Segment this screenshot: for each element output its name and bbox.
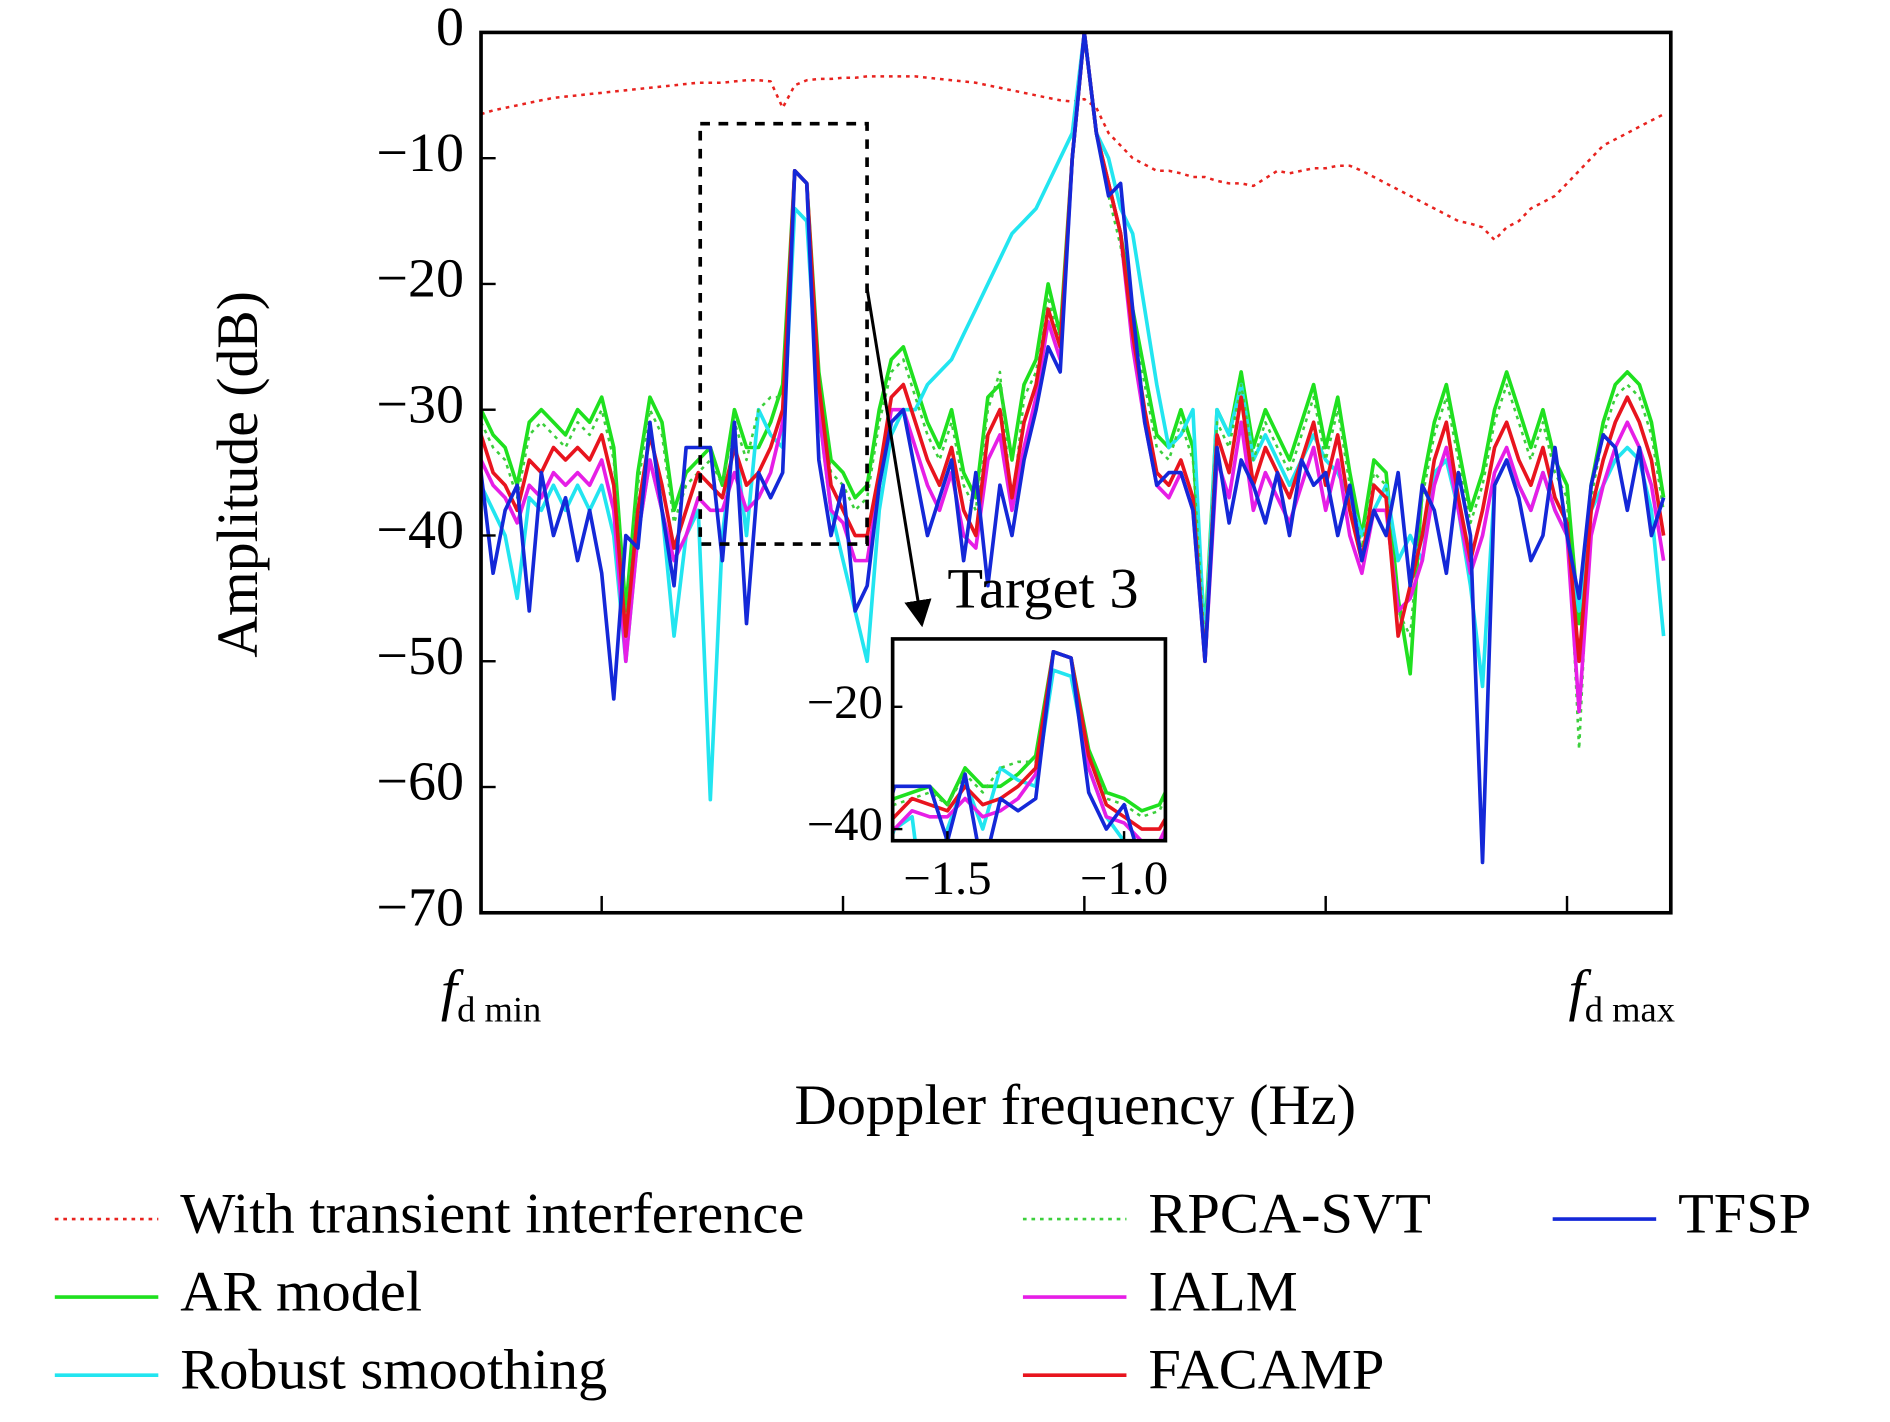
legend-label: RPCA-SVT bbox=[1148, 1181, 1431, 1246]
legend-label: IALM bbox=[1148, 1259, 1297, 1324]
series-line bbox=[892, 668, 1126, 841]
x-end-sub: d max bbox=[1585, 990, 1675, 1030]
plot-area bbox=[481, 32, 1666, 865]
x-end-label: fd max bbox=[1569, 958, 1676, 1029]
y-tick-label: −30 bbox=[376, 374, 464, 436]
series-line bbox=[892, 649, 1166, 841]
inset-y-tick-label: −40 bbox=[807, 798, 883, 851]
y-tick-label: −50 bbox=[376, 625, 464, 687]
plot-frame bbox=[479, 30, 1673, 915]
inset-plot-area bbox=[594, 606, 1890, 841]
y-tick-label: −70 bbox=[376, 877, 464, 939]
legend: With transient interference AR model Robus… bbox=[54, 1181, 1811, 1402]
y-tick-label: 0 bbox=[436, 0, 464, 58]
series-line bbox=[481, 32, 1666, 865]
y-tick-label: −40 bbox=[376, 499, 464, 561]
x-end-sub: d min bbox=[457, 990, 541, 1030]
inset-annotation: Target 3 bbox=[947, 556, 1138, 621]
inset-x-tick-label: −1.5 bbox=[903, 852, 991, 905]
zoom-arrow bbox=[865, 288, 932, 628]
y-tick-label: −60 bbox=[376, 751, 464, 813]
y-tick-label: −10 bbox=[376, 122, 464, 184]
inset-frame bbox=[890, 637, 1168, 843]
x-axis-label: Doppler frequency (Hz) bbox=[795, 1073, 1356, 1138]
series-line bbox=[481, 75, 1665, 242]
legend-label: Robust smoothing bbox=[180, 1337, 607, 1402]
y-tick-label: −20 bbox=[376, 248, 464, 310]
inset-y-tick-label: −20 bbox=[807, 676, 883, 729]
inset-x-tick-label: −1.0 bbox=[1080, 852, 1168, 905]
legend-label: AR model bbox=[180, 1259, 422, 1324]
legend-label: With transient interference bbox=[180, 1181, 804, 1246]
zoom-box bbox=[698, 121, 869, 546]
series-line bbox=[892, 649, 1166, 841]
series-line bbox=[892, 649, 1166, 813]
series-line bbox=[892, 649, 1166, 831]
legend-label: TFSP bbox=[1678, 1181, 1811, 1246]
x-end-label: fd min bbox=[441, 958, 541, 1029]
series-line bbox=[594, 606, 1890, 686]
y-axis-label: Amplitude (dB) bbox=[205, 291, 270, 658]
legend-label: FACAMP bbox=[1148, 1337, 1384, 1402]
series-line bbox=[892, 650, 1166, 819]
